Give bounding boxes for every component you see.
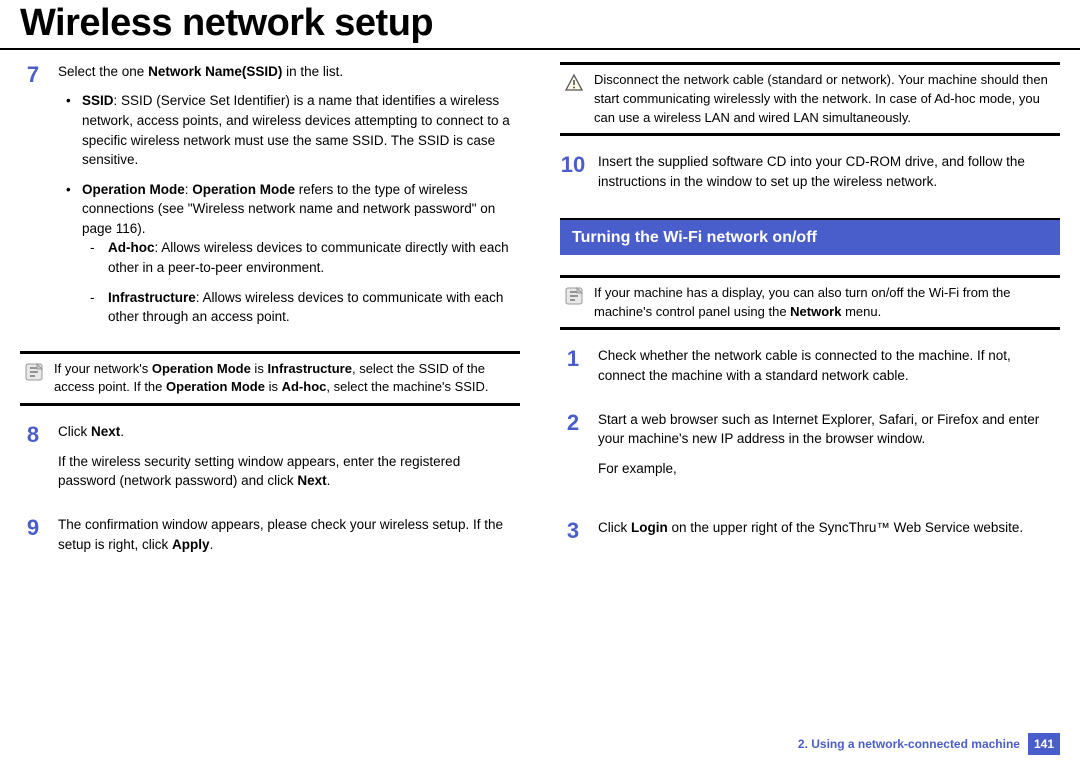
b: Login xyxy=(631,520,668,535)
t: is xyxy=(265,379,282,394)
t: , select the machine's SSID. xyxy=(326,379,488,394)
step-number: 2 xyxy=(560,410,586,489)
text: in the list. xyxy=(282,64,343,79)
step-number: 9 xyxy=(20,515,46,564)
text: : SSID (Service Set Identifier) is a nam… xyxy=(82,93,510,167)
b: Next xyxy=(91,424,120,439)
note-inner: If your machine has a display, you can a… xyxy=(560,278,1060,328)
text: Select the one xyxy=(58,64,148,79)
bold: Operation Mode xyxy=(82,182,185,197)
t: . xyxy=(327,473,331,488)
b: Next xyxy=(297,473,326,488)
step-number: 3 xyxy=(560,518,586,548)
bold: SSID xyxy=(82,93,114,108)
step-8: 8 Click Next. If the wireless security s… xyxy=(20,422,520,501)
divider xyxy=(560,133,1060,136)
step-number: 8 xyxy=(20,422,46,501)
b: Infrastructure xyxy=(267,361,352,376)
step-body: The confirmation window appears, please … xyxy=(58,515,520,564)
line2: If the wireless security setting window … xyxy=(58,452,520,491)
b: Operation Mode xyxy=(166,379,265,394)
step-number: 1 xyxy=(560,346,586,395)
text: : Allows wireless devices to communicate… xyxy=(108,240,509,275)
b: Operation Mode xyxy=(152,361,251,376)
line1: Click Next. xyxy=(58,422,520,442)
warning-disconnect: Disconnect the network cable (standard o… xyxy=(560,62,1060,137)
t: If your network's xyxy=(54,361,152,376)
note-infrastructure: If your network's Operation Mode is Infr… xyxy=(20,351,520,407)
step-9: 9 The confirmation window appears, pleas… xyxy=(20,515,520,564)
t: Click xyxy=(598,520,631,535)
b: Ad-hoc xyxy=(282,379,327,394)
note-text: Disconnect the network cable (standard o… xyxy=(594,71,1056,128)
opmode-sublist: Ad-hoc: Allows wireless devices to commu… xyxy=(82,238,520,326)
step-1: 1 Check whether the network cable is con… xyxy=(560,346,1060,395)
page-number: 141 xyxy=(1028,733,1060,755)
line: The confirmation window appears, please … xyxy=(58,515,520,554)
note-inner: Disconnect the network cable (standard o… xyxy=(560,65,1060,134)
left-column: 7 Select the one Network Name(SSID) in t… xyxy=(20,62,520,578)
t: . xyxy=(210,537,214,552)
bold: Ad-hoc xyxy=(108,240,155,255)
step-10: 10 Insert the supplied software CD into … xyxy=(560,152,1060,201)
step-3: 3 Click Login on the upper right of the … xyxy=(560,518,1060,548)
step-body: Check whether the network cable is conne… xyxy=(598,346,1060,395)
step-body: Click Login on the upper right of the Sy… xyxy=(598,518,1060,548)
page-footer: 2. Using a network-connected machine 141 xyxy=(798,733,1060,755)
bullet-adhoc: Ad-hoc: Allows wireless devices to commu… xyxy=(102,238,520,277)
right-column: Disconnect the network cable (standard o… xyxy=(560,62,1060,578)
t: Click xyxy=(58,424,91,439)
warning-icon xyxy=(564,73,584,93)
line1: Start a web browser such as Internet Exp… xyxy=(598,410,1060,449)
t: If the wireless security setting window … xyxy=(58,454,460,489)
bullet-opmode: Operation Mode: Operation Mode refers to… xyxy=(76,180,520,327)
divider xyxy=(20,403,520,406)
note-display: If your machine has a display, you can a… xyxy=(560,275,1060,331)
step-body: Click Next. If the wireless security set… xyxy=(58,422,520,501)
step-body: Select the one Network Name(SSID) in the… xyxy=(58,62,520,337)
t: is xyxy=(251,361,268,376)
b: Network xyxy=(790,304,841,319)
t: The confirmation window appears, please … xyxy=(58,517,503,552)
note-inner: If your network's Operation Mode is Infr… xyxy=(20,354,520,404)
step-7: 7 Select the one Network Name(SSID) in t… xyxy=(20,62,520,337)
bullet-ssid: SSID: SSID (Service Set Identifier) is a… xyxy=(76,91,520,169)
step7-intro: Select the one Network Name(SSID) in the… xyxy=(58,62,520,82)
step-2: 2 Start a web browser such as Internet E… xyxy=(560,410,1060,489)
note-text: If your network's Operation Mode is Infr… xyxy=(54,360,516,398)
note-text: If your machine has a display, you can a… xyxy=(594,284,1056,322)
line2: For example, xyxy=(598,459,1060,479)
section-heading: Turning the Wi-Fi network on/off xyxy=(560,218,1060,255)
note-icon xyxy=(24,362,44,382)
bullet-infra: Infrastructure: Allows wireless devices … xyxy=(102,288,520,327)
t: . xyxy=(120,424,124,439)
bold: Network Name(SSID) xyxy=(148,64,282,79)
step-number: 7 xyxy=(20,62,46,337)
chapter-label: 2. Using a network-connected machine xyxy=(798,737,1020,751)
t: on the upper right of the SyncThru™ Web … xyxy=(668,520,1023,535)
bold: Infrastructure xyxy=(108,290,196,305)
content-columns: 7 Select the one Network Name(SSID) in t… xyxy=(0,62,1080,578)
line: Click Login on the upper right of the Sy… xyxy=(598,518,1060,538)
step-body: Insert the supplied software CD into you… xyxy=(598,152,1060,201)
step7-bullets: SSID: SSID (Service Set Identifier) is a… xyxy=(58,91,520,326)
t: menu. xyxy=(841,304,881,319)
divider xyxy=(560,327,1060,330)
page-title: Wireless network setup xyxy=(0,0,1080,50)
step-body: Start a web browser such as Internet Exp… xyxy=(598,410,1060,489)
bold: Operation Mode xyxy=(192,182,295,197)
text: Check whether the network cable is conne… xyxy=(598,346,1060,385)
step-number: 10 xyxy=(560,152,586,201)
b: Apply xyxy=(172,537,210,552)
note-icon xyxy=(564,286,584,306)
text: Insert the supplied software CD into you… xyxy=(598,152,1060,191)
